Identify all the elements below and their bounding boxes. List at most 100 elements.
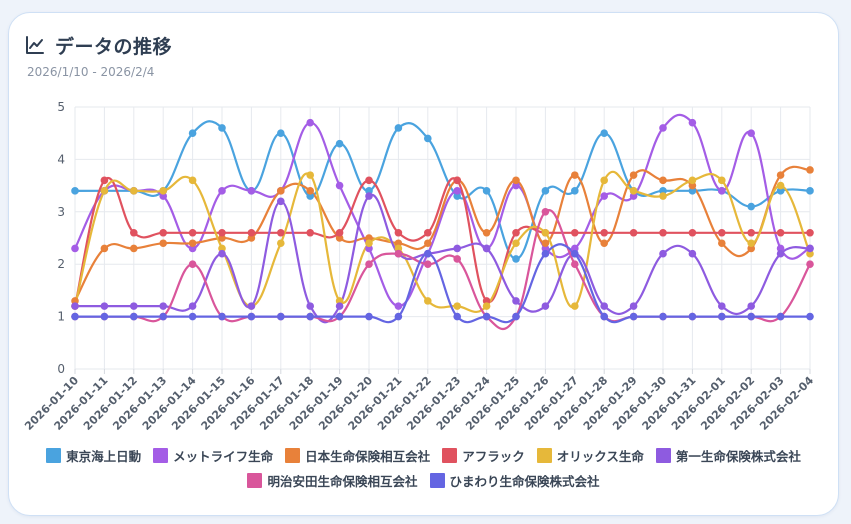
data-point-1 (188, 129, 197, 137)
data-point-4 (629, 228, 638, 237)
legend-label: 明治安田生命保険相互会社 (267, 473, 418, 489)
data-point-3 (335, 234, 344, 242)
data-point-2 (659, 124, 667, 132)
data-point-5 (335, 297, 344, 305)
line-chart: 0123452026-01-102026-01-112026-01-122026… (22, 100, 816, 433)
legend-item-2[interactable]: メットライフ生命 (153, 446, 273, 465)
data-point-5 (718, 176, 726, 185)
legend-label: ひまわり生命保険株式会社 (449, 473, 600, 489)
data-point-5 (482, 302, 491, 310)
data-point-4 (718, 228, 726, 237)
data-point-5 (218, 244, 226, 253)
y-tick-label: 3 (57, 205, 65, 219)
data-point-4 (453, 176, 462, 185)
data-point-8 (306, 312, 315, 321)
data-point-2 (71, 244, 79, 253)
data-point-3 (776, 171, 785, 179)
y-tick-label: 0 (57, 362, 65, 376)
data-point-5 (159, 187, 167, 195)
data-point-4 (365, 176, 373, 185)
data-point-8 (159, 312, 167, 321)
legend-item-5[interactable]: オリックス生命 (536, 446, 644, 465)
data-point-2 (218, 187, 226, 195)
data-point-5 (600, 176, 608, 185)
data-point-4 (218, 228, 226, 237)
data-point-1 (453, 192, 462, 200)
data-point-5 (806, 249, 814, 258)
legend-item-6[interactable]: 第一生命保険株式会社 (655, 446, 801, 465)
data-point-3 (306, 187, 315, 195)
data-point-4 (482, 297, 491, 305)
data-point-6 (806, 244, 814, 253)
data-point-1 (776, 187, 785, 195)
data-point-4 (277, 228, 285, 237)
page-title: データの推移 (55, 35, 173, 58)
legend-swatch (46, 447, 62, 463)
legend-swatch (536, 447, 552, 463)
data-point-8 (482, 312, 491, 321)
data-point-8 (365, 312, 373, 321)
data-point-1 (747, 202, 755, 211)
data-point-6 (365, 192, 373, 200)
legend-item-4[interactable]: アフラック (442, 446, 525, 465)
data-point-4 (306, 228, 315, 237)
data-point-3 (247, 234, 256, 242)
data-point-5 (659, 192, 667, 200)
legend-row: 東京海上日動 メットライフ生命 日本生命保険相互会社 アフラック オリックス生命 第一生命… (9, 445, 838, 465)
data-point-8 (776, 312, 785, 321)
data-point-8 (512, 312, 520, 321)
chart-card: データの推移 2026/1/10 - 2026/2/4 0 1 2 3 4 5 2026-0… (8, 12, 839, 516)
data-point-8 (806, 312, 814, 321)
data-point-5 (424, 297, 432, 305)
legend-item-7[interactable]: 明治安田生命保険相互会社 (247, 471, 418, 490)
legend-label: 第一生命保険株式会社 (675, 448, 801, 464)
data-point-1 (482, 187, 491, 195)
legend-label: アフラック (462, 448, 525, 464)
legend-item-1[interactable]: 東京海上日動 (46, 446, 141, 465)
data-point-2 (512, 181, 520, 190)
data-point-6 (247, 302, 256, 310)
data-point-4 (247, 228, 256, 237)
data-point-6 (306, 302, 315, 310)
data-point-2 (188, 244, 197, 253)
data-point-6 (600, 302, 608, 310)
data-point-2 (747, 129, 755, 137)
data-point-6 (512, 297, 520, 305)
data-point-3 (159, 239, 167, 248)
data-point-1 (218, 124, 226, 132)
data-point-2 (159, 192, 167, 200)
data-point-8 (71, 312, 79, 321)
data-point-5 (747, 239, 755, 248)
date-range: 2026/1/10 - 2026/2/4 (27, 65, 155, 79)
data-point-7 (394, 249, 403, 258)
data-point-1 (571, 187, 579, 195)
legend-item-8[interactable]: ひまわり生命保険株式会社 (429, 471, 600, 490)
data-point-5 (100, 187, 109, 195)
data-point-4 (130, 228, 138, 237)
data-point-1 (335, 139, 344, 148)
data-point-3 (747, 244, 755, 253)
data-point-5 (394, 244, 403, 253)
data-point-2 (600, 192, 608, 200)
data-point-5 (629, 187, 638, 195)
data-point-6 (541, 302, 550, 310)
y-tick-label: 2 (57, 257, 65, 271)
series-line-5 (73, 170, 812, 314)
data-point-3 (100, 244, 109, 253)
data-point-6 (688, 249, 697, 258)
data-point-2 (571, 244, 579, 253)
legend-swatch (655, 447, 671, 463)
series-line-2 (73, 113, 812, 308)
legend-item-3[interactable]: 日本生命保険相互会社 (285, 446, 430, 465)
data-point-8 (688, 312, 697, 321)
data-point-4 (776, 228, 785, 237)
data-point-7 (453, 255, 462, 263)
data-point-8 (218, 312, 226, 321)
data-point-3 (482, 228, 491, 237)
data-point-3 (659, 176, 667, 185)
data-point-6 (159, 302, 167, 310)
data-point-5 (571, 302, 579, 310)
data-point-4 (424, 228, 432, 237)
data-point-4 (512, 228, 520, 237)
data-point-1 (688, 187, 697, 195)
